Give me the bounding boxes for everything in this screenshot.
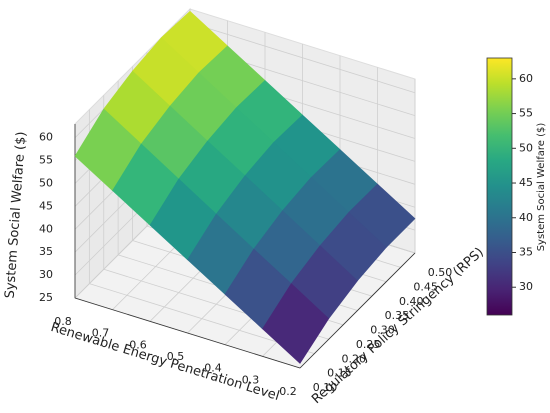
colorbar-tick-label: 55 (519, 107, 533, 120)
z-tick-label: 45 (39, 199, 53, 212)
y-tick-label: 0.30 (370, 324, 395, 337)
grid-line (189, 22, 416, 94)
surface-patch (262, 283, 330, 364)
colorbar-tick-label: 35 (519, 245, 533, 258)
z-tick-label: 40 (39, 222, 53, 235)
colorbar-tick-label: 40 (519, 211, 533, 224)
x-tick-label: 0.2 (279, 385, 297, 398)
y-tick-label: 0.20 (342, 352, 367, 365)
z-tick-label: 30 (39, 268, 53, 281)
colorbar (486, 57, 513, 316)
x-tick-label: 0.8 (54, 315, 72, 328)
y-tick-label: 0.35 (385, 309, 410, 322)
x-tick-label: 0.7 (92, 327, 110, 340)
x-tick-label: 0.6 (129, 338, 147, 351)
colorbar-tick-label: 50 (519, 141, 533, 154)
y-tick-label: 0.50 (428, 266, 453, 279)
colorbar-tick-label: 30 (519, 280, 533, 293)
z-tick-label: 35 (39, 245, 53, 258)
axis-line (74, 297, 301, 369)
y-tick-label: 0.25 (356, 338, 381, 351)
x-tick-label: 0.3 (242, 373, 260, 386)
colorbar-label: System Social Welfare ($) (536, 123, 547, 252)
z-tick-label: 25 (39, 291, 53, 304)
colorbar-tick-label: 60 (519, 72, 533, 85)
y-tick-label: 0.45 (413, 280, 438, 293)
colorbar-tick-label: 45 (519, 176, 533, 189)
z-tick-label: 55 (39, 154, 53, 167)
y-tick-label: 0.10 (313, 381, 338, 394)
x-tick-label: 0.4 (204, 362, 222, 375)
x-tick-label: 0.5 (167, 350, 185, 363)
z-tick-label: 60 (39, 131, 53, 144)
y-tick-label: 0.40 (399, 295, 424, 308)
axis-line (299, 252, 416, 369)
z-axis-label: System Social Welfare ($) (3, 131, 30, 299)
z-tick-label: 50 (39, 177, 53, 190)
y-tick-label: 0.15 (327, 367, 352, 380)
